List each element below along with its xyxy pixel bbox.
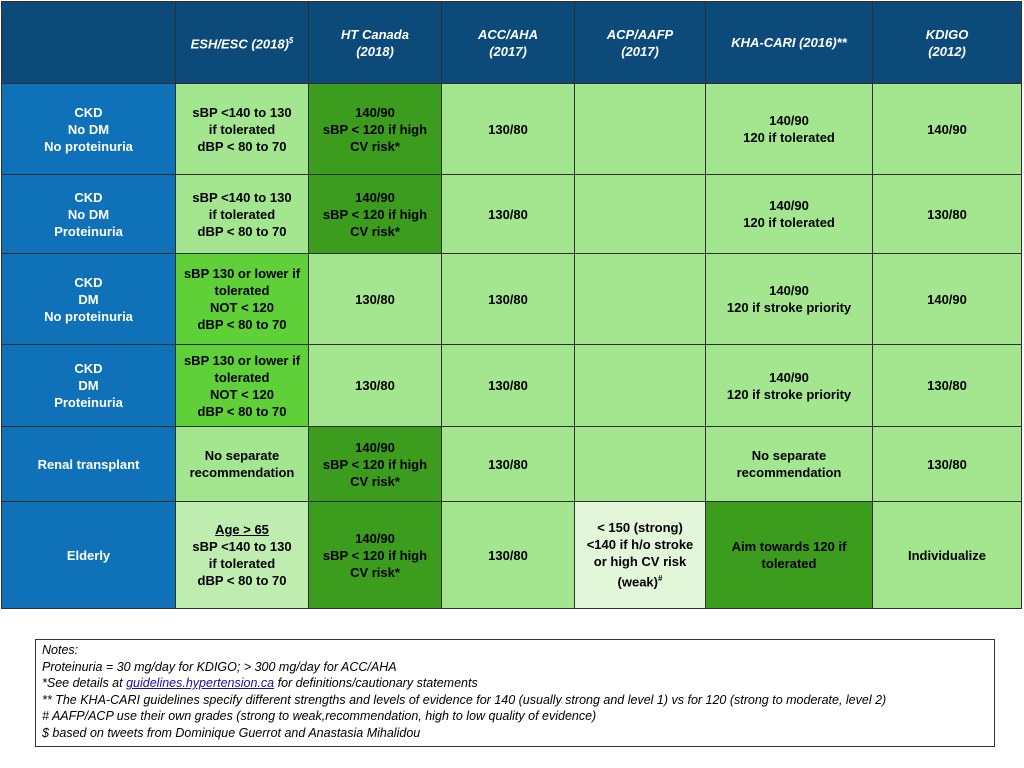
row-label: Renal transplant xyxy=(1,426,176,502)
cell-kdigo: 130/80 xyxy=(872,174,1022,254)
guidelines-link[interactable]: guidelines.hypertension.ca xyxy=(126,676,275,690)
header-row: ESH/ESC (2018)$ HT Canada (2018) ACC/AHA(… xyxy=(1,1,1022,84)
cell-ht-canada: 140/90 sBP < 120 if high CV risk* xyxy=(308,426,442,502)
header-kha-cari-label: KHA-CARI (2016)** xyxy=(731,35,847,50)
table-row: Elderly Age > 65 sBP <140 to 130 if tolera… xyxy=(1,501,1022,609)
cell-acp-aafp xyxy=(574,344,706,427)
header-kha-cari: KHA-CARI (2016)** xyxy=(705,1,873,84)
cell-kdigo: Individualize xyxy=(872,501,1022,609)
cell-esh: Age > 65 sBP <140 to 130 if tolerated dBP <… xyxy=(175,501,309,609)
table-row: CKD DM Proteinuria sBP 130 or lower if tole… xyxy=(1,344,1022,427)
header-acc-aha-name: ACC/AHA xyxy=(478,26,538,42)
cell-kha-cari: No separate recommendation xyxy=(705,426,873,502)
cell-kdigo: 130/80 xyxy=(872,344,1022,427)
notes-title: Notes: xyxy=(42,643,79,657)
cell-kha-cari: 140/90 120 if stroke priority xyxy=(705,344,873,427)
cell-acc-aha: 130/80 xyxy=(441,174,575,254)
header-acp-aafp-year: (2017) xyxy=(621,43,659,59)
header-kdigo-year: (2012) xyxy=(928,43,966,59)
header-kdigo-name: KDIGO xyxy=(925,26,969,42)
cell-acp-aafp xyxy=(574,174,706,254)
header-acc-aha-year: (2017) xyxy=(489,43,527,59)
cell-kdigo: 140/90 xyxy=(872,253,1022,345)
header-ht-canada: HT Canada (2018) xyxy=(308,1,442,84)
table-row: Renal transplant No separate recommendati… xyxy=(1,426,1022,502)
notes-aafp-acp: # AAFP/ACP use their own grades (strong … xyxy=(42,709,597,723)
notes-proteinuria: Proteinuria = 30 mg/day for KDIGO; > 300… xyxy=(42,659,397,674)
header-corner xyxy=(1,1,176,84)
cell-esh: No separate recommendation xyxy=(175,426,309,502)
cell-acc-aha: 130/80 xyxy=(441,501,575,609)
cell-ht-canada: 140/90 sBP < 120 if high CV risk* xyxy=(308,83,442,175)
cell-acp-aafp: < 150 (strong) <140 if h/o stroke or high … xyxy=(574,501,706,609)
cell-esh: sBP 130 or lower if tolerated NOT < 120 dBP… xyxy=(175,344,309,427)
notes-box: Notes: Proteinuria = 30 mg/day for KDIGO… xyxy=(35,639,995,747)
header-esh-label: ESH/ESC (2018) xyxy=(190,36,289,52)
cell-ht-canada: 140/90 sBP < 120 if high CV risk* xyxy=(308,501,442,609)
cell-kha-cari: 140/90 120 if tolerated xyxy=(705,174,873,254)
cell-kha-cari: 140/90 120 if tolerated xyxy=(705,83,873,175)
cell-acc-aha: 130/80 xyxy=(441,253,575,345)
cell-esh: sBP <140 to 130 if tolerated dBP < 80 to 7… xyxy=(175,83,309,175)
cell-acc-aha: 130/80 xyxy=(441,344,575,427)
table-row: CKD No DM No proteinuria sBP <140 to 130 if… xyxy=(1,83,1022,175)
header-acp-aafp: ACP/AAFP (2017) xyxy=(574,1,706,84)
row-label: CKD No DM No proteinuria xyxy=(1,83,176,175)
cell-kha-cari: Aim towards 120 if tolerated xyxy=(705,501,873,609)
cell-ht-canada: 130/80 xyxy=(308,344,442,427)
cell-acp-aafp xyxy=(574,426,706,502)
header-ht-canada-name: HT Canada xyxy=(341,26,409,42)
cell-esh: sBP <140 to 130 if tolerated dBP < 80 to 7… xyxy=(175,174,309,254)
row-label: CKD No DM Proteinuria xyxy=(1,174,176,254)
cell-esh: sBP 130 or lower if tolerated NOT < 120 dBP… xyxy=(175,253,309,345)
row-label: CKD DM No proteinuria xyxy=(1,253,176,345)
table-row: CKD No DM Proteinuria sBP <140 to 130 if to… xyxy=(1,174,1022,254)
header-esh-sup: $ xyxy=(288,36,294,46)
notes-kha-cari: ** The KHA-CARI guidelines specify diffe… xyxy=(42,692,887,707)
header-esh-esc: ESH/ESC (2018)$ xyxy=(175,1,309,84)
header-acc-aha: ACC/AHA (2017) xyxy=(441,1,575,84)
header-kdigo: KDIGO (2012) xyxy=(872,1,1022,84)
cell-kdigo: 130/80 xyxy=(872,426,1022,502)
cell-acc-aha: 130/80 xyxy=(441,83,575,175)
bp-targets-table: ESH/ESC (2018)$ HT Canada (2018) ACC/AHA(… xyxy=(1,1,1022,609)
cell-kdigo: 140/90 xyxy=(872,83,1022,175)
notes-guidelines-link-line: *See details at guidelines.hypertension.… xyxy=(42,676,478,690)
row-label: Elderly xyxy=(1,501,176,609)
notes-source: $ based on tweets from Dominique Guerrot… xyxy=(42,725,421,740)
cell-ht-canada: 140/90 sBP < 120 if high CV risk* xyxy=(308,174,442,254)
cell-ht-canada: 130/80 xyxy=(308,253,442,345)
table-row: CKD DM No proteinuria sBP 130 or lower if t… xyxy=(1,253,1022,345)
cell-kha-cari: 140/90 120 if stroke priority xyxy=(705,253,873,345)
cell-acp-aafp xyxy=(574,83,706,175)
header-acp-aafp-name: ACP/AAFP xyxy=(606,26,674,42)
cell-acc-aha: 130/80 xyxy=(441,426,575,502)
header-ht-canada-year: (2018) xyxy=(356,43,394,59)
row-label: CKD DM Proteinuria xyxy=(1,344,176,427)
cell-acp-aafp xyxy=(574,253,706,345)
